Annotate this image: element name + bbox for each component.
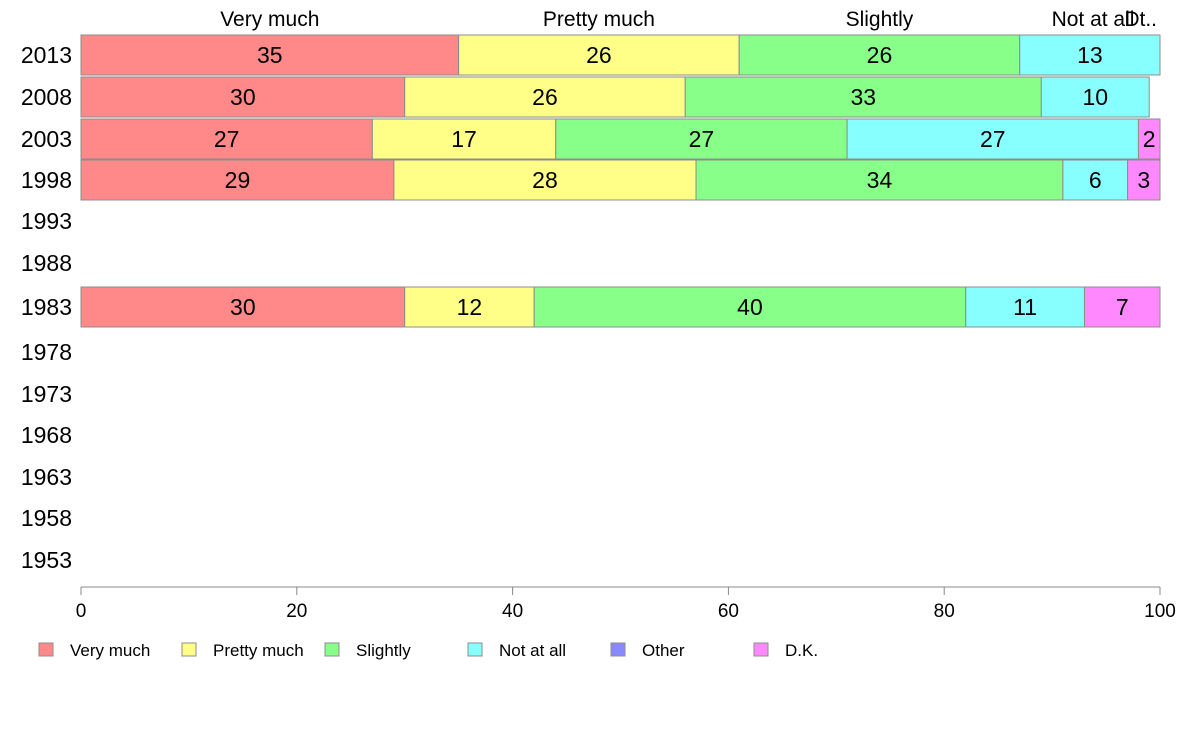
value-label-1983-d-k: 7 [1116, 294, 1129, 320]
column-header-slightly: Slightly [846, 8, 914, 31]
bar-2008-not-at-all [1040, 76, 1150, 118]
value-label-2008-pretty-much: 26 [532, 84, 558, 110]
value-label-1998-not-at-all: 6 [1089, 167, 1102, 193]
bar-1983-not-at-all [965, 286, 1085, 328]
legend-swatch-d-k [753, 642, 769, 657]
legend-label-pretty-much: Pretty much [213, 641, 304, 660]
value-label-1983-not-at-all: 11 [1013, 294, 1037, 320]
bar-1998-pretty-much [393, 159, 697, 201]
year-label-2003: 2003 [21, 126, 72, 152]
legend-swatch-other [610, 642, 626, 657]
year-label-1973: 1973 [21, 381, 72, 407]
value-label-1983-very-much: 30 [230, 294, 256, 320]
value-label-2013-pretty-much: 26 [586, 42, 612, 68]
bar-2013-not-at-all [1019, 34, 1161, 76]
value-label-1983-slightly: 40 [737, 294, 763, 320]
column-header-very-much: Very much [220, 8, 319, 31]
bar-2008-slightly [684, 76, 1042, 118]
bar-2003-not-at-all [846, 118, 1139, 160]
bar-1998-not-at-all [1062, 159, 1129, 201]
bar-1998-slightly [695, 159, 1064, 201]
x-tick-label-40: 40 [502, 601, 523, 622]
value-label-2008-very-much: 30 [230, 84, 256, 110]
column-header-dt: Dt.. [1124, 8, 1157, 31]
column-header-not-at-all: Not at all [1052, 8, 1135, 31]
legend-swatch-slightly [324, 642, 340, 657]
year-label-1968: 1968 [21, 422, 72, 448]
value-label-2008-slightly: 33 [850, 84, 876, 110]
value-label-2003-not-at-all: 27 [980, 126, 1006, 152]
year-label-2013: 2013 [21, 42, 72, 68]
bar-1983-very-much [80, 286, 406, 328]
legend-swatch-not-at-all [467, 642, 483, 657]
year-label-2008: 2008 [21, 84, 72, 110]
x-tick-label-20: 20 [286, 601, 307, 622]
value-label-2003-very-much: 27 [214, 126, 240, 152]
bar-1983-d-k [1083, 286, 1161, 328]
legend-label-d-k: D.K. [785, 641, 818, 660]
year-label-1993: 1993 [21, 208, 72, 234]
value-label-2003-slightly: 27 [689, 126, 715, 152]
year-label-1963: 1963 [21, 464, 72, 490]
value-label-2013-slightly: 26 [867, 42, 893, 68]
year-label-1983: 1983 [21, 294, 72, 320]
x-tick-label-80: 80 [934, 601, 955, 622]
bar-1998-very-much [80, 159, 395, 201]
bar-2013-slightly [738, 34, 1021, 76]
legend-label-not-at-all: Not at all [499, 641, 566, 660]
value-label-1998-slightly: 34 [867, 167, 893, 193]
year-label-1988: 1988 [21, 250, 72, 276]
bar-2003-pretty-much [371, 118, 557, 160]
value-label-2003-pretty-much: 17 [451, 126, 477, 152]
x-axis: 0 20 40 60 80 100 [76, 586, 1176, 622]
bar-1983-pretty-much [404, 286, 535, 328]
bar-2003-very-much [80, 118, 373, 160]
x-tick-label-60: 60 [718, 601, 739, 622]
column-header-pretty-much: Pretty much [543, 8, 655, 31]
bar-1983-slightly [533, 286, 967, 328]
year-label-1953: 1953 [21, 547, 72, 573]
bar-2003-d-k [1137, 118, 1161, 160]
bar-2008-very-much [80, 76, 406, 118]
bar-2013-pretty-much [458, 34, 740, 76]
bar-2013-very-much [80, 34, 460, 76]
legend-label-other: Other [642, 641, 685, 660]
value-label-2003-d-k: 2 [1143, 126, 1156, 152]
year-label-1978: 1978 [21, 339, 72, 365]
value-label-1983-pretty-much: 12 [457, 294, 483, 320]
legend-swatch-pretty-much [181, 642, 197, 657]
value-label-2013-very-much: 35 [257, 42, 283, 68]
value-label-2013-not-at-all: 13 [1077, 42, 1103, 68]
year-labels: 2013 2008 2003 1998 1993 1988 1983 1978 1973 1968… [21, 42, 72, 573]
bars: 35 26 26 13 30 26 33 10 27 17 27 27 2 29 28 34 6 3 30 12 40 1… [80, 34, 1161, 328]
legend-label-slightly: Slightly [356, 641, 411, 660]
bar-1998-d-k [1127, 159, 1161, 201]
x-tick-label-100: 100 [1144, 601, 1176, 622]
x-tick-label-0: 0 [76, 601, 87, 622]
legend-swatch-very-much [38, 642, 54, 657]
year-label-1998: 1998 [21, 167, 72, 193]
value-label-1998-pretty-much: 28 [532, 167, 558, 193]
value-label-1998-very-much: 29 [225, 167, 251, 193]
legend: Very much Pretty much Slightly Not at all Ot… [38, 641, 818, 660]
bar-2008-pretty-much [404, 76, 686, 118]
column-headers: Very much Pretty much Slightly Not at allDt… [220, 8, 1157, 31]
value-label-1998-d-k: 3 [1137, 167, 1150, 193]
legend-label-very-much: Very much [70, 641, 150, 660]
year-label-1958: 1958 [21, 505, 72, 531]
value-label-2008-not-at-all: 10 [1082, 84, 1108, 110]
